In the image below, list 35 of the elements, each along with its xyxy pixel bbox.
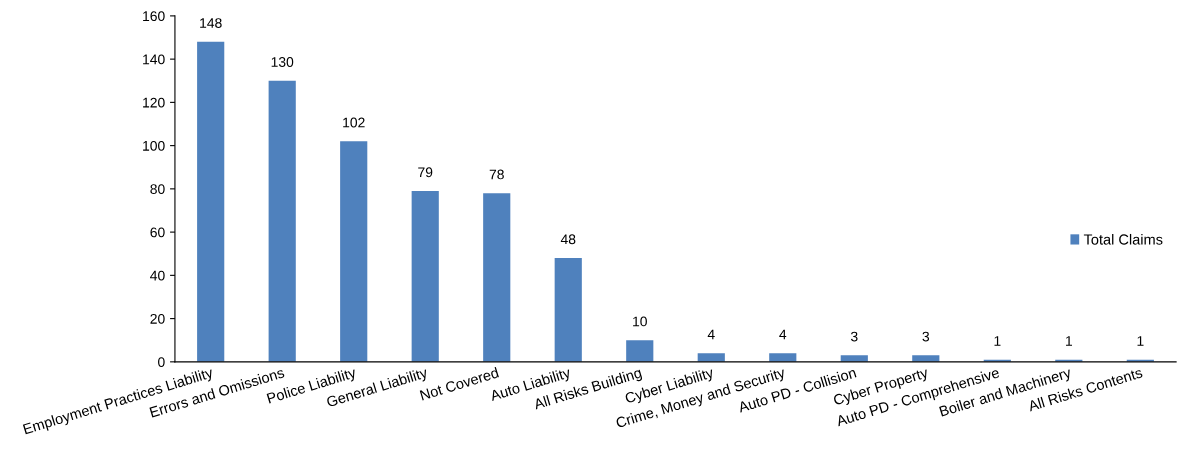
y-tick-label: 100 bbox=[143, 140, 165, 151]
data-label: 3 bbox=[922, 331, 930, 342]
data-label: 48 bbox=[560, 234, 576, 245]
y-tick-label: 160 bbox=[143, 11, 165, 22]
data-label: 79 bbox=[418, 167, 433, 178]
bar bbox=[197, 41, 225, 362]
data-label: 4 bbox=[707, 329, 715, 340]
bar bbox=[268, 80, 296, 362]
bar bbox=[483, 193, 511, 362]
y-tick-label: 0 bbox=[158, 357, 165, 368]
y-tick-label: 120 bbox=[143, 97, 165, 108]
bar bbox=[554, 258, 582, 362]
bar bbox=[697, 353, 725, 362]
y-tick-label: 20 bbox=[150, 313, 165, 324]
y-tick-label: 80 bbox=[150, 184, 165, 195]
y-tick-label: 60 bbox=[150, 227, 165, 238]
y-tick-label: 40 bbox=[150, 270, 165, 281]
bar bbox=[411, 191, 439, 362]
data-label: 3 bbox=[850, 331, 858, 342]
bar bbox=[912, 355, 940, 362]
y-tick-label: 140 bbox=[143, 54, 165, 65]
data-label: 130 bbox=[271, 57, 294, 67]
legend-label: Total Claims bbox=[1083, 233, 1163, 245]
data-label: 102 bbox=[343, 117, 365, 128]
data-label: 1 bbox=[994, 336, 1001, 346]
data-label: 1 bbox=[1137, 336, 1144, 346]
data-label: 148 bbox=[200, 18, 222, 28]
bar bbox=[626, 340, 654, 362]
bar bbox=[769, 353, 797, 362]
bar bbox=[840, 355, 868, 362]
data-label: 10 bbox=[633, 316, 647, 327]
data-label: 4 bbox=[779, 329, 787, 340]
data-label: 1 bbox=[1066, 336, 1073, 346]
bar bbox=[340, 141, 368, 362]
data-label: 78 bbox=[489, 169, 504, 180]
